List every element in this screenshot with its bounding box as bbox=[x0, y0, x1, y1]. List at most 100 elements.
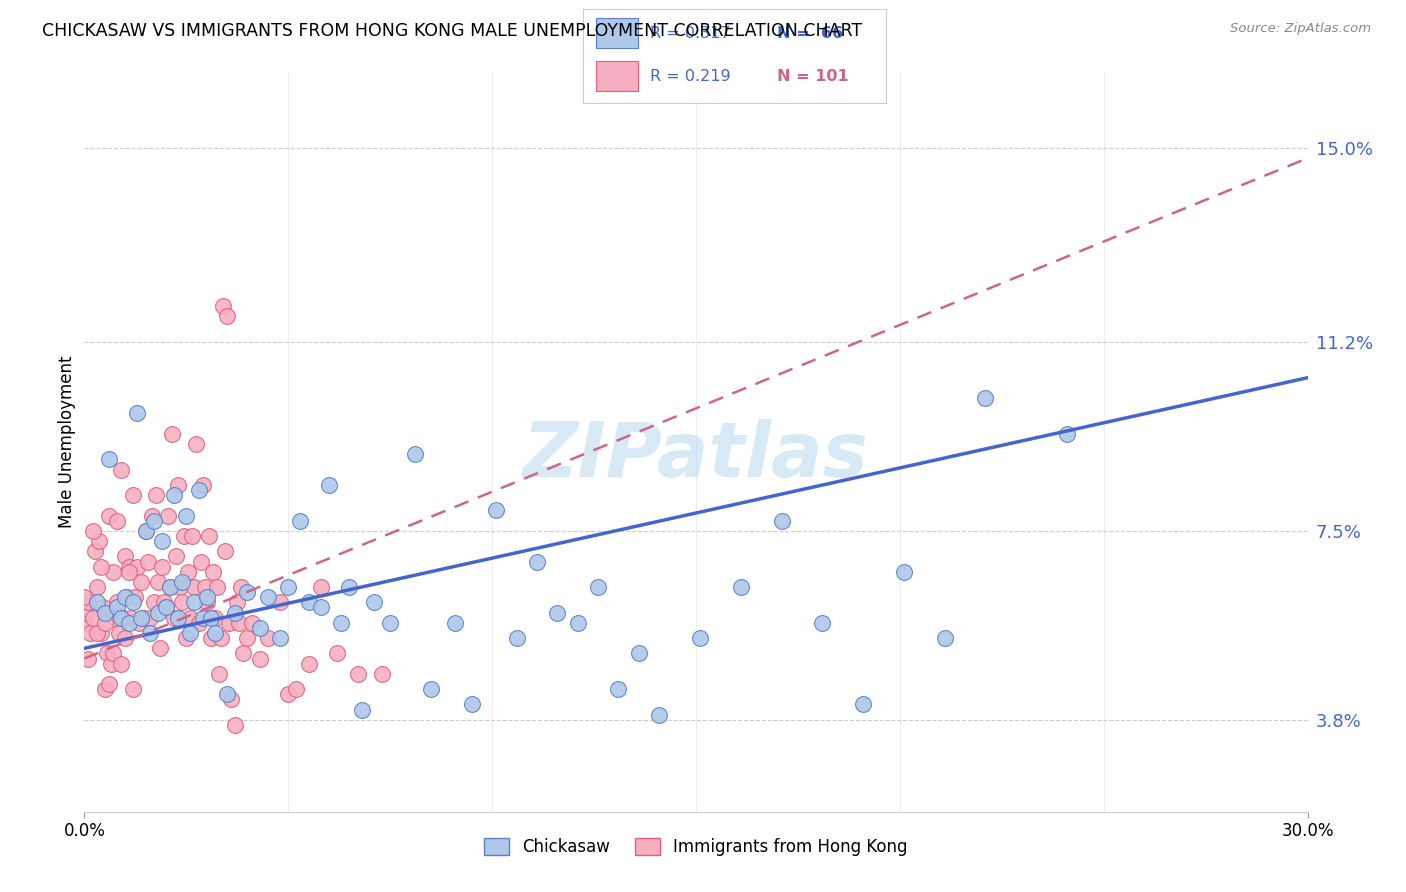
Point bbox=[135, 524, 157, 538]
Point bbox=[150, 559, 173, 574]
Point bbox=[159, 580, 181, 594]
Point bbox=[191, 610, 214, 624]
Point bbox=[105, 595, 128, 609]
Point bbox=[648, 707, 671, 722]
Point bbox=[173, 529, 195, 543]
Point bbox=[277, 687, 299, 701]
Point bbox=[183, 580, 205, 594]
Point bbox=[77, 651, 100, 665]
Point bbox=[159, 580, 181, 594]
Point bbox=[114, 591, 136, 605]
Point bbox=[934, 631, 956, 645]
Point bbox=[142, 595, 165, 609]
Point bbox=[156, 508, 179, 523]
Point bbox=[420, 682, 443, 697]
Point bbox=[380, 615, 402, 630]
Text: ZIPatlas: ZIPatlas bbox=[523, 419, 869, 493]
Point bbox=[607, 682, 630, 697]
Point bbox=[105, 514, 128, 528]
Point bbox=[217, 310, 239, 324]
Point bbox=[298, 595, 321, 609]
Point bbox=[138, 610, 160, 624]
Point bbox=[231, 580, 253, 594]
Point bbox=[526, 555, 548, 569]
Point bbox=[195, 591, 218, 605]
Point bbox=[131, 610, 153, 624]
Point bbox=[290, 514, 312, 528]
Point bbox=[75, 606, 97, 620]
Point bbox=[257, 631, 280, 645]
Point bbox=[101, 647, 124, 661]
Point bbox=[201, 565, 224, 579]
Point bbox=[153, 595, 176, 609]
Point bbox=[228, 615, 250, 630]
Point bbox=[567, 615, 589, 630]
Point bbox=[309, 580, 332, 594]
Bar bbox=[596, 62, 638, 91]
Point bbox=[82, 524, 104, 538]
Point bbox=[689, 631, 711, 645]
Point bbox=[209, 631, 232, 645]
Point bbox=[97, 452, 120, 467]
Point bbox=[249, 651, 271, 665]
Point bbox=[145, 488, 167, 502]
Point bbox=[110, 462, 132, 476]
Point bbox=[90, 559, 112, 574]
Point bbox=[114, 631, 136, 645]
Legend: Chickasaw, Immigrants from Hong Kong: Chickasaw, Immigrants from Hong Kong bbox=[477, 831, 915, 863]
Point bbox=[122, 595, 145, 609]
Point bbox=[277, 580, 299, 594]
Point bbox=[219, 692, 242, 706]
Point bbox=[627, 647, 650, 661]
Point bbox=[163, 610, 186, 624]
Point bbox=[110, 610, 132, 624]
Point bbox=[770, 514, 793, 528]
Point bbox=[269, 631, 291, 645]
Point bbox=[86, 595, 108, 609]
Point bbox=[86, 626, 108, 640]
Point bbox=[77, 595, 100, 609]
Point bbox=[269, 595, 291, 609]
Point bbox=[104, 610, 127, 624]
Text: R = 0.317: R = 0.317 bbox=[650, 26, 731, 41]
Point bbox=[204, 610, 226, 624]
Point bbox=[249, 621, 271, 635]
Point bbox=[309, 600, 332, 615]
Point bbox=[485, 503, 508, 517]
Point bbox=[73, 615, 96, 630]
Point bbox=[318, 478, 340, 492]
Point bbox=[73, 591, 96, 605]
Point bbox=[208, 666, 231, 681]
Point bbox=[298, 657, 321, 671]
Point bbox=[105, 600, 128, 615]
Point bbox=[195, 595, 218, 609]
Point bbox=[122, 488, 145, 502]
Point bbox=[167, 610, 190, 624]
Point bbox=[730, 580, 752, 594]
Point bbox=[155, 600, 177, 615]
Point bbox=[160, 426, 183, 441]
Text: Source: ZipAtlas.com: Source: ZipAtlas.com bbox=[1230, 22, 1371, 36]
Point bbox=[218, 615, 240, 630]
Y-axis label: Male Unemployment: Male Unemployment bbox=[58, 355, 76, 528]
Point bbox=[893, 565, 915, 579]
Point bbox=[141, 508, 163, 523]
Point bbox=[1056, 426, 1078, 441]
Point bbox=[149, 641, 172, 656]
Point bbox=[236, 585, 259, 599]
Point bbox=[811, 615, 834, 630]
Point bbox=[91, 600, 114, 615]
Point bbox=[165, 549, 187, 564]
Point bbox=[330, 615, 353, 630]
Point bbox=[174, 508, 197, 523]
Point bbox=[444, 615, 467, 630]
Point bbox=[115, 591, 138, 605]
Text: N = 101: N = 101 bbox=[778, 69, 849, 84]
Point bbox=[179, 610, 201, 624]
Point bbox=[217, 687, 239, 701]
Point bbox=[183, 595, 205, 609]
Point bbox=[363, 595, 385, 609]
Point bbox=[120, 610, 142, 624]
Point bbox=[118, 565, 141, 579]
Point bbox=[546, 606, 568, 620]
